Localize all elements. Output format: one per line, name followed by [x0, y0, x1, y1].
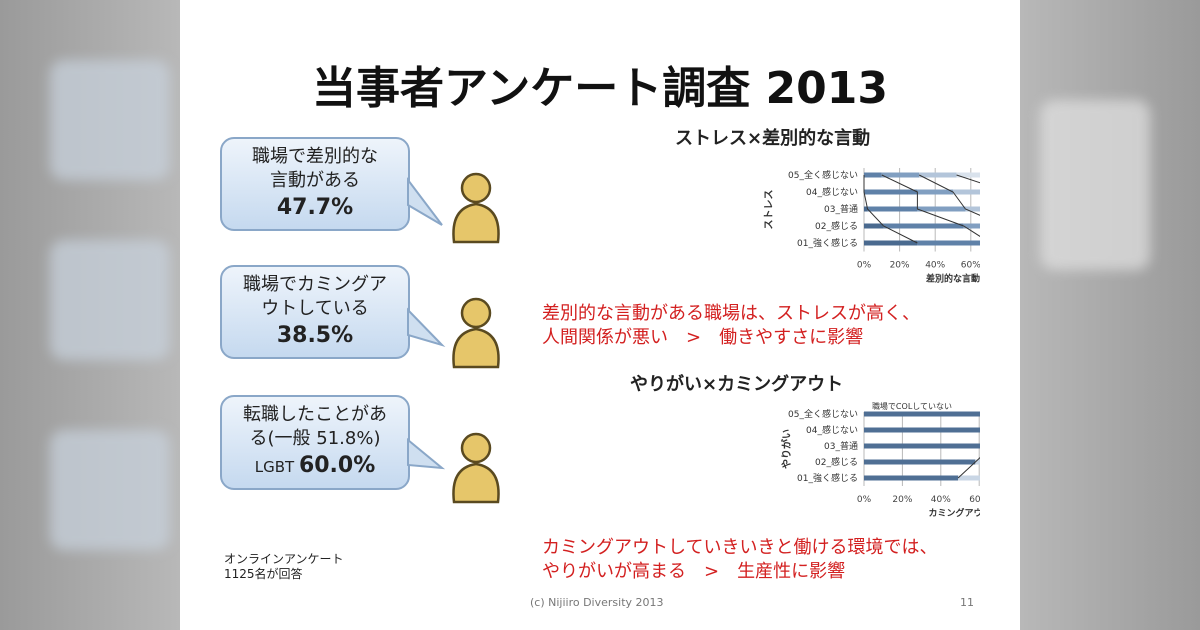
blurred-background-left	[0, 0, 180, 630]
person-icon	[452, 432, 500, 504]
bar-segment-1	[864, 411, 980, 417]
x-axis-label: 差別的な言動	[926, 273, 980, 285]
x-tick-label: 0%	[857, 261, 872, 271]
copyright: (c) Nijiiro Diversity 2013	[530, 596, 664, 609]
series-line	[863, 175, 918, 244]
callout-tails-and-people	[407, 172, 500, 504]
callout-job-change: 転職したことがあ る(一般 51.8%) LGBT 60.0%	[220, 395, 410, 490]
category-label: 03_普通	[824, 203, 858, 215]
series-line	[881, 174, 980, 237]
callout-text: 言動がある	[270, 170, 360, 191]
finding-text: 差別的な言動がある職場は、ストレスが高く、	[542, 303, 920, 324]
bar-segment-2	[958, 475, 980, 481]
finding-text: 人間関係が悪い > 働きやすさに影響	[542, 327, 864, 348]
bar-segment-3	[881, 172, 920, 178]
finding-1: 差別的な言動がある職場は、ストレスが高く、 人間関係が悪い > 働きやすさに影響	[542, 302, 920, 350]
bar-segment-4	[965, 206, 980, 212]
y-axis-label: やりがい	[780, 429, 793, 469]
x-tick-label: 0%	[857, 495, 872, 505]
slide-title: 当事者アンケート調査 2013	[311, 63, 889, 114]
callout-value: 60.0%	[298, 453, 376, 478]
category-label: 04_感じない	[806, 424, 858, 436]
x-tick-label: 60%	[969, 495, 980, 505]
blurred-background-right	[1020, 0, 1200, 630]
bar-segment-2	[864, 189, 918, 195]
chart1-title: ストレス×差別的な言動	[675, 128, 871, 149]
finding-text: やりがいが高まる > 生産性に影響	[542, 561, 846, 582]
callout-text: 職場で差別的な	[252, 146, 378, 167]
bar-segment-1	[864, 240, 918, 246]
series-line	[918, 174, 980, 216]
bar-segment-4	[953, 189, 980, 195]
bar-segment-2	[883, 223, 964, 229]
slide: 当事者アンケート調査 2013 職場で差別的な 言動がある 47.7% 職場でカ…	[180, 0, 1020, 630]
survey-note: オンラインアンケート 1125名が回答	[224, 552, 344, 582]
bar-segment-2	[917, 240, 980, 246]
callout-text: ウトしている	[261, 298, 369, 319]
page-number: 11	[960, 596, 974, 609]
x-tick-label: 40%	[925, 261, 945, 271]
bar-segment-3	[917, 189, 953, 195]
legend-label: 職場でCOLしていない	[872, 401, 952, 411]
callout-tail	[407, 307, 446, 348]
person-icon	[452, 297, 500, 369]
x-tick-label: 20%	[892, 495, 912, 505]
person-icon	[452, 172, 500, 244]
x-axis-label: カミングアウト	[928, 507, 980, 519]
callout-text: 転職したことがあ	[243, 404, 387, 425]
callout-tail	[407, 177, 443, 226]
finding-text: カミングアウトしていきいきと働ける環境では、	[542, 537, 938, 558]
callout-discrimination: 職場で差別的な 言動がある 47.7%	[220, 137, 410, 231]
bar-segment-2	[864, 172, 882, 178]
bar-segment-1	[864, 459, 976, 465]
category-label: 01_強く感じる	[797, 237, 858, 249]
callout-prefix: LGBT	[254, 458, 299, 476]
bar-segment-2	[867, 206, 918, 212]
callout-coming-out: 職場でカミングア ウトしている 38.5%	[220, 265, 410, 359]
bar-segment-1	[864, 427, 980, 433]
bar-segment-1	[864, 206, 868, 212]
bar-segment-1	[864, 223, 884, 229]
stress-discrimination-chart: 0%20%40%60%80%100%差別的な言動ストレス01_強く感じる02_感…	[763, 168, 980, 285]
note-text: 1125名が回答	[224, 567, 303, 581]
x-tick-label: 60%	[961, 261, 980, 271]
bar-segment-4	[919, 172, 957, 178]
callout-value: 38.5%	[276, 323, 354, 348]
chart2-title: やりがい×カミングアウト	[630, 374, 844, 395]
category-label: 02_感じる	[815, 220, 858, 232]
bar-segment-1	[864, 475, 959, 481]
callout-text: 職場でカミングア	[243, 274, 387, 295]
note-text: オンラインアンケート	[224, 552, 344, 566]
bar-segment-1	[864, 443, 980, 449]
category-label: 01_強く感じる	[797, 472, 858, 484]
category-label: 05_全く感じない	[788, 408, 858, 420]
series-line	[957, 457, 980, 479]
callout-value: 47.7%	[276, 195, 354, 220]
bar-segment-2	[975, 459, 980, 465]
bar-segment-3	[917, 206, 966, 212]
x-tick-label: 20%	[890, 261, 910, 271]
callout-tail	[407, 437, 446, 470]
category-label: 03_普通	[824, 440, 858, 452]
bar-segment-3	[963, 223, 980, 229]
category-label: 02_感じる	[815, 456, 858, 468]
callout-text: る(一般 51.8%)	[249, 428, 381, 449]
bar-segment-5	[956, 172, 980, 178]
category-label: 04_感じない	[806, 186, 858, 198]
finding-2: カミングアウトしていきいきと働ける環境では、 やりがいが高まる > 生産性に影響	[542, 536, 937, 584]
y-axis-label: ストレス	[763, 190, 775, 230]
category-label: 05_全く感じない	[788, 169, 858, 181]
x-tick-label: 40%	[931, 495, 951, 505]
motivation-comingout-chart: 0%20%40%60%80%100%カミングアウトやりがい01_強く感じる02_…	[780, 401, 980, 519]
